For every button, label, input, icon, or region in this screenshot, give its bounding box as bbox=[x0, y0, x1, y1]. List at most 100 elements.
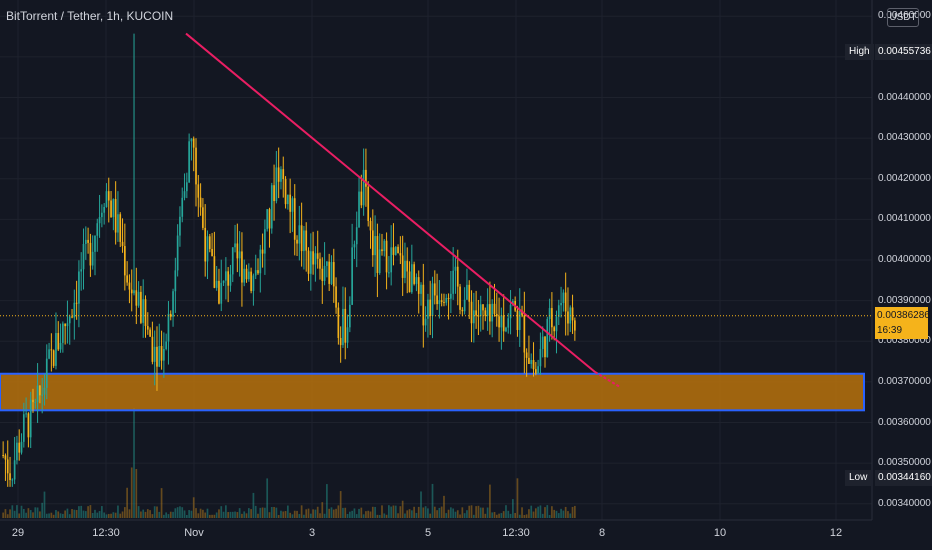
volume-bar bbox=[183, 510, 186, 518]
volume-bar bbox=[307, 508, 310, 518]
volume-bar bbox=[130, 467, 133, 518]
candle-body bbox=[25, 413, 27, 415]
candle-body bbox=[385, 240, 388, 273]
volume-bar bbox=[287, 505, 289, 518]
volume-bar bbox=[167, 514, 170, 518]
volume-bar bbox=[456, 510, 459, 518]
volume-bar bbox=[264, 507, 266, 518]
volume-bar bbox=[388, 505, 390, 518]
bar-countdown: 16:39 bbox=[877, 325, 903, 336]
currency-selector[interactable]: USDT bbox=[887, 8, 919, 27]
candle-body bbox=[574, 320, 576, 331]
volume-bar bbox=[280, 510, 282, 518]
volume-bar bbox=[234, 511, 236, 518]
candle-body bbox=[388, 272, 390, 274]
time-tick-label: 8 bbox=[598, 527, 606, 539]
candle-body bbox=[156, 346, 158, 367]
candle-body bbox=[564, 292, 567, 312]
candle-body bbox=[459, 286, 461, 310]
candle-body bbox=[342, 308, 344, 346]
candle-body bbox=[117, 214, 119, 233]
volume-bar bbox=[362, 514, 365, 518]
volume-bar bbox=[123, 507, 126, 518]
volume-bar bbox=[195, 508, 197, 518]
volume-bar bbox=[491, 512, 494, 518]
candle-body bbox=[236, 243, 239, 259]
candle-body bbox=[264, 229, 266, 254]
volume-bar bbox=[404, 513, 406, 518]
volume-bar bbox=[438, 507, 441, 518]
volume-bar bbox=[291, 514, 294, 518]
candle-body bbox=[280, 169, 282, 182]
candle-body bbox=[463, 299, 466, 312]
candle-body bbox=[358, 191, 360, 228]
candle-body bbox=[78, 271, 80, 304]
volume-bar bbox=[188, 510, 190, 518]
time-tick-label: 5 bbox=[424, 527, 432, 539]
symbol-title[interactable]: BitTorrent / Tether, 1h, KUCOIN bbox=[6, 9, 174, 23]
volume-bar bbox=[450, 507, 452, 518]
candle-body bbox=[401, 255, 404, 278]
candle-body bbox=[427, 299, 429, 319]
volume-bar bbox=[149, 510, 151, 518]
candle-body bbox=[493, 303, 496, 314]
volume-bar bbox=[87, 506, 89, 518]
candle-body bbox=[376, 236, 379, 273]
volume-bar bbox=[245, 513, 248, 518]
candle-body bbox=[383, 240, 386, 252]
volume-bar bbox=[227, 512, 230, 518]
candle-body bbox=[211, 248, 213, 257]
volume-bar bbox=[215, 512, 218, 518]
volume-bar bbox=[500, 513, 503, 518]
candle-body bbox=[71, 316, 73, 318]
candle-body bbox=[355, 227, 358, 245]
candle-body bbox=[537, 366, 539, 374]
candle-body bbox=[73, 302, 76, 318]
candle-body bbox=[309, 251, 312, 274]
candle-body bbox=[39, 385, 41, 396]
volume-bar bbox=[330, 507, 333, 518]
volume-bar bbox=[128, 509, 131, 518]
candle-body bbox=[505, 327, 507, 332]
candle-body bbox=[360, 191, 363, 206]
volume-bar bbox=[470, 505, 473, 518]
volume-bar bbox=[466, 510, 468, 518]
price-tick-label: 0.00420000 bbox=[878, 172, 931, 184]
candle-body bbox=[13, 460, 16, 480]
trendline[interactable] bbox=[185, 32, 596, 373]
candle-body bbox=[498, 316, 500, 328]
support-zone[interactable] bbox=[0, 372, 865, 412]
candle-body bbox=[82, 243, 85, 270]
candle-body bbox=[98, 217, 101, 224]
candle-body bbox=[571, 307, 574, 321]
volume-bar bbox=[562, 510, 565, 518]
volume-bar bbox=[410, 510, 413, 518]
volume-bar bbox=[289, 512, 291, 518]
candle-body bbox=[351, 247, 353, 305]
candle-body bbox=[16, 442, 18, 461]
volume-bar bbox=[358, 508, 360, 518]
volume-bar bbox=[176, 507, 179, 518]
volume-bar bbox=[282, 511, 285, 518]
volume-bar bbox=[82, 510, 85, 518]
candle-body bbox=[516, 310, 519, 330]
volume-bar bbox=[218, 509, 220, 518]
volume-bar bbox=[119, 513, 122, 518]
volume-bar bbox=[266, 478, 269, 518]
volume-bar bbox=[360, 507, 363, 518]
candle-body bbox=[34, 401, 37, 403]
candle-body bbox=[250, 271, 252, 291]
candle-body bbox=[126, 275, 128, 283]
candle-body bbox=[394, 246, 397, 255]
volume-bar bbox=[236, 512, 239, 518]
volume-bar bbox=[137, 506, 140, 518]
candle-body bbox=[362, 169, 365, 206]
candle-body bbox=[273, 185, 275, 202]
candle-body bbox=[284, 178, 287, 205]
volume-bar bbox=[229, 511, 232, 518]
volume-bar bbox=[68, 514, 71, 518]
candle-body bbox=[163, 349, 165, 361]
volume-bar bbox=[220, 506, 223, 518]
volume-bar bbox=[84, 511, 87, 518]
